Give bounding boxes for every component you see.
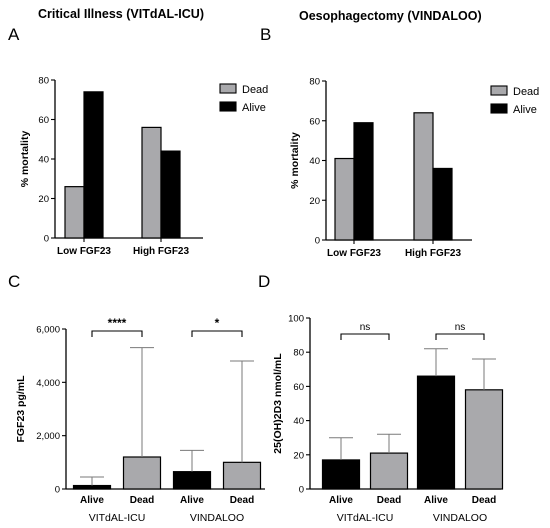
panel-letter-c: C: [8, 272, 20, 291]
bar-alive-vitdal-icu: [321, 459, 361, 490]
legend-swatch-alive: [490, 103, 508, 114]
significance-bracket: [191, 330, 243, 337]
y-tick-label: 4,000: [36, 378, 60, 389]
legend-label-alive: Alive: [513, 104, 537, 116]
x-tick-label: Dead: [472, 495, 496, 506]
y-tick-label: 0: [299, 485, 304, 496]
bar-alive-high-fgf23: [432, 167, 453, 241]
group-label: VITdAL-ICU: [89, 512, 146, 524]
panel-a-title: Critical Illness (VITdAL-ICU): [38, 7, 204, 21]
y-axis-title: % mortality: [289, 132, 301, 189]
y-tick-label: 20: [38, 194, 49, 205]
significance-label: ns: [360, 322, 371, 333]
y-tick-label: 20: [309, 196, 320, 207]
chart-c-fgf23: 0 2,000 4,000 6,000 FGF23 pg/mL Alive Dead Aliv…: [15, 316, 265, 524]
chart-d-vitamin-d: 0 20 40 60 80 100 25(OH)2D3 nmol/mL Alive Dead Al…: [272, 314, 504, 524]
x-tick-label: Dead: [230, 495, 254, 506]
legend-label-dead: Dead: [242, 84, 268, 96]
panel-letter-b: B: [260, 25, 271, 44]
bar-alive-vindaloo: [416, 375, 456, 490]
significance-label: *: [215, 316, 220, 330]
bar-alive-low-fgf23: [353, 122, 374, 241]
y-tick-label: 60: [309, 116, 320, 127]
group-label: VINDALOO: [433, 512, 487, 524]
y-tick-label: 80: [293, 348, 304, 359]
bar-dead-high-fgf23: [413, 112, 434, 241]
x-tick-label: High FGF23: [405, 248, 462, 259]
significance-label: ns: [455, 322, 466, 333]
legend-swatch-dead: [219, 83, 237, 94]
significance-bracket: [435, 333, 485, 340]
bar-alive-low-fgf23: [83, 91, 104, 239]
y-tick-label: 60: [293, 382, 304, 393]
panel-letter-d: D: [258, 272, 270, 291]
legend-swatch-dead: [490, 85, 508, 96]
y-tick-label: 0: [55, 485, 60, 496]
bar-alive-high-fgf23: [160, 150, 181, 239]
bar-dead-vitdal-icu: [122, 456, 162, 490]
x-tick-label: Dead: [377, 495, 401, 506]
chart-b-mortality-vindaloo: 0 20 40 60 80 % mortality Low FGF23 High FGF23 D…: [289, 77, 539, 260]
y-tick-label: 0: [44, 234, 49, 245]
bar-alive-vindaloo: [172, 471, 212, 490]
y-tick-label: 80: [38, 76, 49, 87]
x-tick-label: Dead: [130, 495, 154, 506]
y-tick-label: 6,000: [36, 325, 60, 336]
y-tick-label: 0: [315, 236, 320, 247]
significance-bracket: [91, 330, 143, 337]
y-axis-title: % mortality: [19, 131, 31, 188]
y-tick-label: 2,000: [36, 431, 60, 442]
bar-dead-vindaloo: [464, 389, 504, 490]
x-tick-label: Alive: [424, 495, 448, 506]
bar-dead-high-fgf23: [141, 126, 162, 239]
x-tick-label: Alive: [80, 495, 104, 506]
bar-alive-vitdal-icu: [72, 484, 112, 490]
bar-dead-vitdal-icu: [369, 452, 409, 490]
y-tick-label: 80: [309, 77, 320, 88]
y-tick-label: 60: [38, 115, 49, 126]
chart-a-mortality-vitdal: 0 20 40 60 80 % mortality Low FGF23 High FGF23 D…: [19, 76, 268, 258]
significance-bracket: [340, 333, 390, 340]
panel-b-title: Oesophagectomy (VINDALOO): [299, 9, 482, 23]
x-tick-label: High FGF23: [133, 246, 190, 257]
y-tick-label: 40: [309, 156, 320, 167]
x-tick-label: Low FGF23: [57, 246, 111, 257]
x-tick-label: Alive: [180, 495, 204, 506]
x-tick-label: Low FGF23: [327, 248, 381, 259]
panel-letter-a: A: [8, 25, 20, 44]
y-tick-label: 20: [293, 450, 304, 461]
y-axis-title: FGF23 pg/mL: [15, 375, 27, 443]
significance-label: ****: [108, 316, 127, 330]
legend-label-dead: Dead: [513, 86, 539, 98]
y-tick-label: 40: [38, 155, 49, 166]
y-axis-title: 25(OH)2D3 nmol/mL: [272, 353, 284, 454]
group-label: VINDALOO: [190, 512, 244, 524]
legend-label-alive: Alive: [242, 102, 266, 114]
y-tick-label: 40: [293, 416, 304, 427]
y-tick-label: 100: [288, 314, 304, 325]
bar-dead-vindaloo: [222, 461, 262, 490]
x-tick-label: Alive: [329, 495, 353, 506]
legend-swatch-alive: [219, 101, 237, 112]
group-label: VITdAL-ICU: [337, 512, 394, 524]
bar-dead-low-fgf23: [334, 157, 355, 241]
bar-dead-low-fgf23: [64, 186, 85, 239]
